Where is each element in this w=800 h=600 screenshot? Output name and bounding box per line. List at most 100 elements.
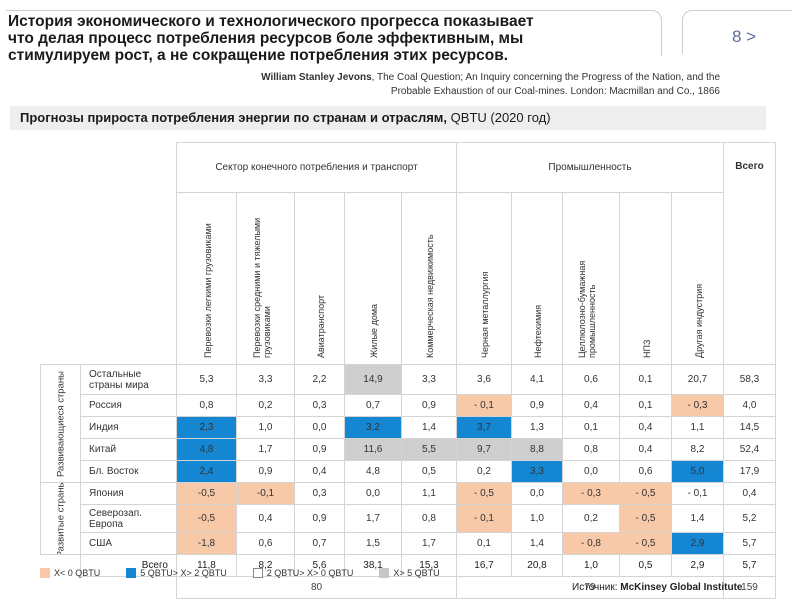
heading-line-2: что делая процесс потребления ресурсов б… [8, 30, 524, 47]
column-header: Нефтехимия [511, 192, 563, 365]
legend-item-gray: X> 5 QBTU [379, 568, 440, 578]
source-note: Источник: McKinsey Global Institute [572, 582, 743, 593]
table-cell: 1,4 [671, 504, 724, 533]
table-cell: 14,9 [344, 364, 402, 395]
table-cell: 0,1 [562, 416, 620, 439]
table-cell: 0,2 [236, 394, 295, 417]
table-cell: 3,3 [236, 364, 295, 395]
table-cell: - 0,1 [456, 394, 512, 417]
group-header-total: Всего [723, 142, 776, 365]
table-cell: 11,6 [344, 438, 402, 461]
table-cell: - 0,3 [562, 482, 620, 505]
column-header-label: Нефтехимия [533, 304, 543, 358]
table-cell: 1,0 [511, 504, 563, 533]
table-row: Россия 0,8 0,2 0,3 0,7 0,9- 0,1 0,9 0,4 0,1- 0,3… [41, 394, 776, 417]
table-row: Индия 2,3 1,0 0,0 3,2 1,4 3,7 1,3 0,1 0,4 1,1 14,5 [41, 416, 776, 439]
row-total: 58,3 [723, 364, 776, 395]
table-cell: 3,2 [344, 416, 402, 439]
table-cell: - 0,1 [456, 504, 512, 533]
row-group-developed: Развитые страны [40, 482, 81, 555]
column-header-label: Авиатранспорт [315, 294, 326, 358]
column-header: Коммерческая недвижимость [401, 192, 457, 365]
row-label: США [80, 532, 177, 555]
legend-label-white: 2 QBTU> X> 0 QBTU [266, 568, 354, 578]
table-cell: 8,2 [671, 438, 724, 461]
table-cell: - 0,5 [619, 504, 672, 533]
table-cell: 0,1 [619, 364, 672, 395]
table-cell: 0,9 [401, 394, 457, 417]
table-cell: 3,7 [456, 416, 512, 439]
table-cell: 1,7 [401, 532, 457, 555]
column-header-label: Жилые дома [369, 303, 379, 358]
table-cell: 9,7 [456, 438, 512, 461]
table-cell: 0,8 [176, 394, 237, 417]
legend-label-blue: 5 QBTU> X> 2 QBTU [140, 568, 227, 578]
page-frame [682, 10, 792, 54]
column-header: Перевозки средними и тяжелыми грузовикам… [236, 192, 295, 365]
totals-cell: 2,9 [671, 554, 724, 577]
table-cell: 0,4 [236, 504, 295, 533]
row-label: Северозап. Европа [80, 504, 177, 533]
column-header-label: Другая индустрия [693, 283, 704, 358]
table-cell: - 0,8 [562, 532, 620, 555]
legend-swatch-orange [40, 568, 50, 578]
table-cell: 3,3 [401, 364, 457, 395]
table-cell: - 0,5 [619, 532, 672, 555]
page-number[interactable]: 8 > [732, 27, 757, 46]
row-label: Япония [80, 482, 177, 505]
legend-item-negative: X< 0 QBTU [40, 568, 100, 578]
sum-total: 159 [723, 576, 776, 599]
legend-label-gray: X> 5 QBTU [393, 568, 440, 578]
table-cell: 0,9 [294, 504, 345, 533]
table-cell: 0,4 [619, 438, 672, 461]
table-cell: 8,8 [511, 438, 563, 461]
sum-transport: 80 [176, 576, 457, 599]
table-cell: 0,6 [619, 460, 672, 483]
row-group-label: Развитые страны [55, 482, 66, 555]
table-cell: 0,7 [294, 532, 345, 555]
table-cell: 0,9 [294, 438, 345, 461]
table-cell: 4,8 [344, 460, 402, 483]
legend-swatch-white [252, 568, 263, 578]
quote-author: William Stanley Jevons [261, 72, 372, 83]
table-cell: -0,5 [176, 504, 237, 533]
table-cell: 0,0 [511, 482, 563, 505]
table-cell: 0,1 [456, 532, 512, 555]
energy-table: Сектор конечного потребления и транспорт… [40, 142, 776, 599]
table-cell: 0,4 [294, 460, 345, 483]
table-cell: 5,3 [176, 364, 237, 395]
column-header: Авиатранспорт [294, 192, 345, 365]
table-cell: 4,1 [511, 364, 563, 395]
table-cell: 1,7 [344, 504, 402, 533]
table-row: Развитые страны Япония -0,5 -0,1 0,3 0,0 1,1- … [40, 482, 776, 555]
table-cell: 2,9 [671, 532, 724, 555]
table-row: Развивающиеся страны Остальные страны мир… [40, 364, 776, 483]
table-row: Китай 4,8 1,7 0,9 11,6 5,5 9,7 8,8 0,8 0,4 8,2 52,4 [41, 438, 776, 461]
row-total: 5,7 [723, 532, 776, 555]
column-header-label: Перевозки легкими грузовиками [202, 223, 213, 358]
column-header: Другая индустрия [671, 192, 724, 365]
table-cell: 0,4 [562, 394, 620, 417]
column-header-label: Целлюлозно-бумажная промышленность [577, 260, 597, 358]
legend-item-blue: 5 QBTU> X> 2 QBTU [126, 568, 227, 578]
quote-source-line-2: Probable Exhaustion of our Coal-mines. L… [390, 86, 720, 97]
source-label: Источник: [572, 582, 618, 593]
heading-line-1: История экономического и технологическог… [8, 13, 534, 30]
legend-item-white: 2 QBTU> X> 0 QBTU [252, 568, 354, 578]
row-label: Индия [80, 416, 177, 439]
table-cell: 0,0 [562, 460, 620, 483]
table-cell: 0,2 [456, 460, 512, 483]
table-cell: 0,8 [401, 504, 457, 533]
column-header: Перевозки легкими грузовиками [176, 192, 237, 365]
table-cell: 20,7 [671, 364, 724, 395]
row-total: 52,4 [723, 438, 776, 461]
grand-total-cell: 5,7 [723, 554, 776, 577]
table-cell: 0,3 [294, 482, 345, 505]
table-cell: 5,0 [671, 460, 724, 483]
table-cell: 0,2 [562, 504, 620, 533]
table-cell: 0,4 [619, 416, 672, 439]
table-cell: 3,3 [511, 460, 563, 483]
subtitle-text: Прогнозы прироста потребления энергии по… [20, 110, 448, 125]
table-cell: 0,0 [344, 482, 402, 505]
table-cell: 0,9 [511, 394, 563, 417]
